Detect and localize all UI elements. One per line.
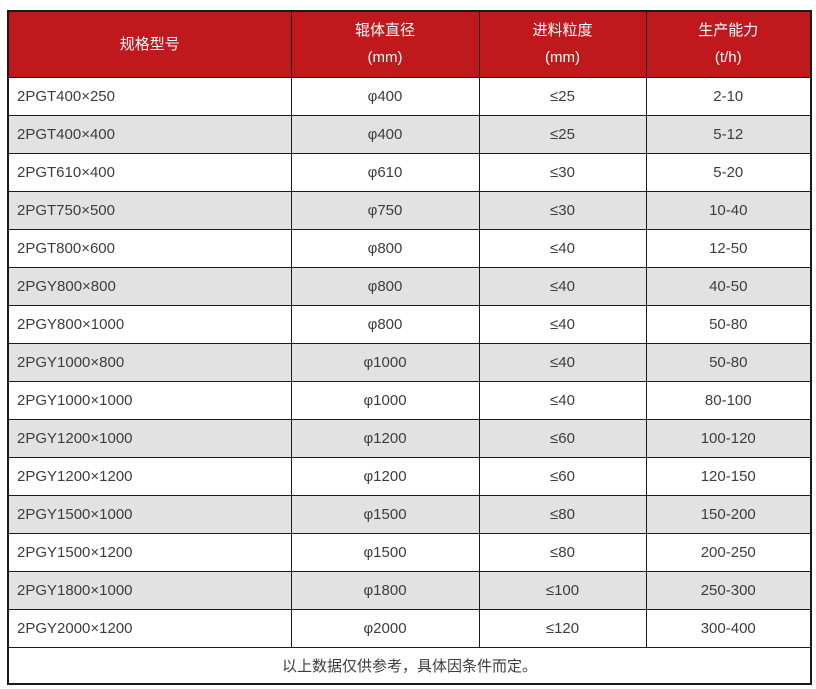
- cell-roller-diameter: φ400: [290, 114, 480, 154]
- cell-roller-diameter: φ1000: [290, 342, 480, 382]
- cell-model: 2PGY1000×800: [7, 342, 292, 382]
- cell-roller-diameter: φ400: [290, 76, 480, 116]
- column-header-feed-size: 进料粒度 (mm): [478, 10, 647, 78]
- cell-capacity: 2-10: [645, 76, 812, 116]
- cell-model: 2PGY1200×1000: [7, 418, 292, 458]
- cell-capacity: 40-50: [645, 266, 812, 306]
- column-header-roller-diameter: 辊体直径 (mm): [290, 10, 480, 78]
- cell-model: 2PGY1500×1200: [7, 532, 292, 572]
- cell-roller-diameter: φ800: [290, 228, 480, 268]
- column-header-roller-diameter-unit: (mm): [367, 49, 403, 67]
- cell-model: 2PGY800×800: [7, 266, 292, 306]
- column-header-model: 规格型号: [7, 10, 292, 78]
- cell-capacity: 10-40: [645, 190, 812, 230]
- cell-roller-diameter: φ800: [290, 266, 480, 306]
- cell-model: 2PGT400×400: [7, 114, 292, 154]
- footnote-text: 以上数据仅供参考，具体因条件而定。: [7, 646, 812, 685]
- column-header-capacity-unit: (t/h): [714, 49, 742, 67]
- spec-table-body: 2PGT400×250 φ400 ≤25 2-10 2PGT400×400 φ4…: [7, 76, 812, 648]
- cell-capacity: 300-400: [645, 608, 812, 648]
- table-row: 2PGY1500×1200 φ1500 ≤80 200-250: [7, 532, 812, 572]
- cell-feed-size: ≤80: [478, 532, 647, 572]
- header-row: 规格型号 辊体直径 (mm) 进料粒度 (mm) 生产能力 (t/: [7, 10, 812, 78]
- cell-capacity: 250-300: [645, 570, 812, 610]
- cell-roller-diameter: φ2000: [290, 608, 480, 648]
- table-row: 2PGY2000×1200 φ2000 ≤120 300-400: [7, 608, 812, 648]
- cell-model: 2PGT800×600: [7, 228, 292, 268]
- table-row: 2PGY800×800 φ800 ≤40 40-50: [7, 266, 812, 306]
- cell-roller-diameter: φ1200: [290, 418, 480, 458]
- cell-feed-size: ≤25: [478, 114, 647, 154]
- column-header-feed-size-label: 进料粒度: [532, 22, 593, 40]
- table-row: 2PGY800×1000 φ800 ≤40 50-80: [7, 304, 812, 344]
- cell-feed-size: ≤40: [478, 380, 647, 420]
- cell-model: 2PGY1800×1000: [7, 570, 292, 610]
- cell-feed-size: ≤40: [478, 304, 647, 344]
- cell-capacity: 50-80: [645, 304, 812, 344]
- table-row: 2PGT750×500 φ750 ≤30 10-40: [7, 190, 812, 230]
- cell-model: 2PGT750×500: [7, 190, 292, 230]
- cell-capacity: 50-80: [645, 342, 812, 382]
- table-row: 2PGY1000×800 φ1000 ≤40 50-80: [7, 342, 812, 382]
- cell-feed-size: ≤60: [478, 418, 647, 458]
- table-row: 2PGY1500×1000 φ1500 ≤80 150-200: [7, 494, 812, 534]
- cell-roller-diameter: φ750: [290, 190, 480, 230]
- column-header-capacity-label: 生产能力: [698, 22, 759, 40]
- cell-capacity: 200-250: [645, 532, 812, 572]
- table-row: 2PGY1000×1000 φ1000 ≤40 80-100: [7, 380, 812, 420]
- table-row: 2PGT400×400 φ400 ≤25 5-12: [7, 114, 812, 154]
- spec-table-header: 规格型号 辊体直径 (mm) 进料粒度 (mm) 生产能力 (t/: [7, 10, 812, 78]
- cell-feed-size: ≤40: [478, 266, 647, 306]
- table-row: 2PGT800×600 φ800 ≤40 12-50: [7, 228, 812, 268]
- cell-feed-size: ≤60: [478, 456, 647, 496]
- cell-capacity: 80-100: [645, 380, 812, 420]
- cell-model: 2PGY1500×1000: [7, 494, 292, 534]
- cell-model: 2PGT610×400: [7, 152, 292, 192]
- cell-roller-diameter: φ1000: [290, 380, 480, 420]
- column-header-feed-size-unit: (mm): [545, 49, 580, 67]
- table-row: 2PGY1200×1000 φ1200 ≤60 100-120: [7, 418, 812, 458]
- column-header-model-label: 规格型号: [119, 35, 180, 53]
- cell-capacity: 5-20: [645, 152, 812, 192]
- cell-feed-size: ≤30: [478, 152, 647, 192]
- cell-roller-diameter: φ1500: [290, 494, 480, 534]
- cell-feed-size: ≤100: [478, 570, 647, 610]
- cell-roller-diameter: φ1800: [290, 570, 480, 610]
- cell-model: 2PGY800×1000: [7, 304, 292, 344]
- column-header-roller-diameter-label: 辊体直径: [354, 22, 415, 40]
- cell-model: 2PGT400×250: [7, 76, 292, 116]
- cell-roller-diameter: φ610: [290, 152, 480, 192]
- cell-capacity: 120-150: [645, 456, 812, 496]
- cell-feed-size: ≤40: [478, 342, 647, 382]
- table-row: 2PGT400×250 φ400 ≤25 2-10: [7, 76, 812, 116]
- cell-capacity: 12-50: [645, 228, 812, 268]
- cell-capacity: 150-200: [645, 494, 812, 534]
- table-row: 2PGY1200×1200 φ1200 ≤60 120-150: [7, 456, 812, 496]
- cell-capacity: 100-120: [645, 418, 812, 458]
- table-row: 2PGT610×400 φ610 ≤30 5-20: [7, 152, 812, 192]
- cell-feed-size: ≤120: [478, 608, 647, 648]
- footnote-row: 以上数据仅供参考，具体因条件而定。: [7, 646, 812, 685]
- cell-model: 2PGY1000×1000: [7, 380, 292, 420]
- table-row: 2PGY1800×1000 φ1800 ≤100 250-300: [7, 570, 812, 610]
- cell-roller-diameter: φ800: [290, 304, 480, 344]
- spec-table-footer: 以上数据仅供参考，具体因条件而定。: [7, 646, 812, 685]
- spec-table: 规格型号 辊体直径 (mm) 进料粒度 (mm) 生产能力 (t/: [7, 10, 812, 685]
- cell-roller-diameter: φ1200: [290, 456, 480, 496]
- cell-feed-size: ≤80: [478, 494, 647, 534]
- cell-feed-size: ≤40: [478, 228, 647, 268]
- cell-roller-diameter: φ1500: [290, 532, 480, 572]
- cell-feed-size: ≤25: [478, 76, 647, 116]
- cell-feed-size: ≤30: [478, 190, 647, 230]
- cell-model: 2PGY1200×1200: [7, 456, 292, 496]
- cell-model: 2PGY2000×1200: [7, 608, 292, 648]
- column-header-capacity: 生产能力 (t/h): [645, 10, 812, 78]
- cell-capacity: 5-12: [645, 114, 812, 154]
